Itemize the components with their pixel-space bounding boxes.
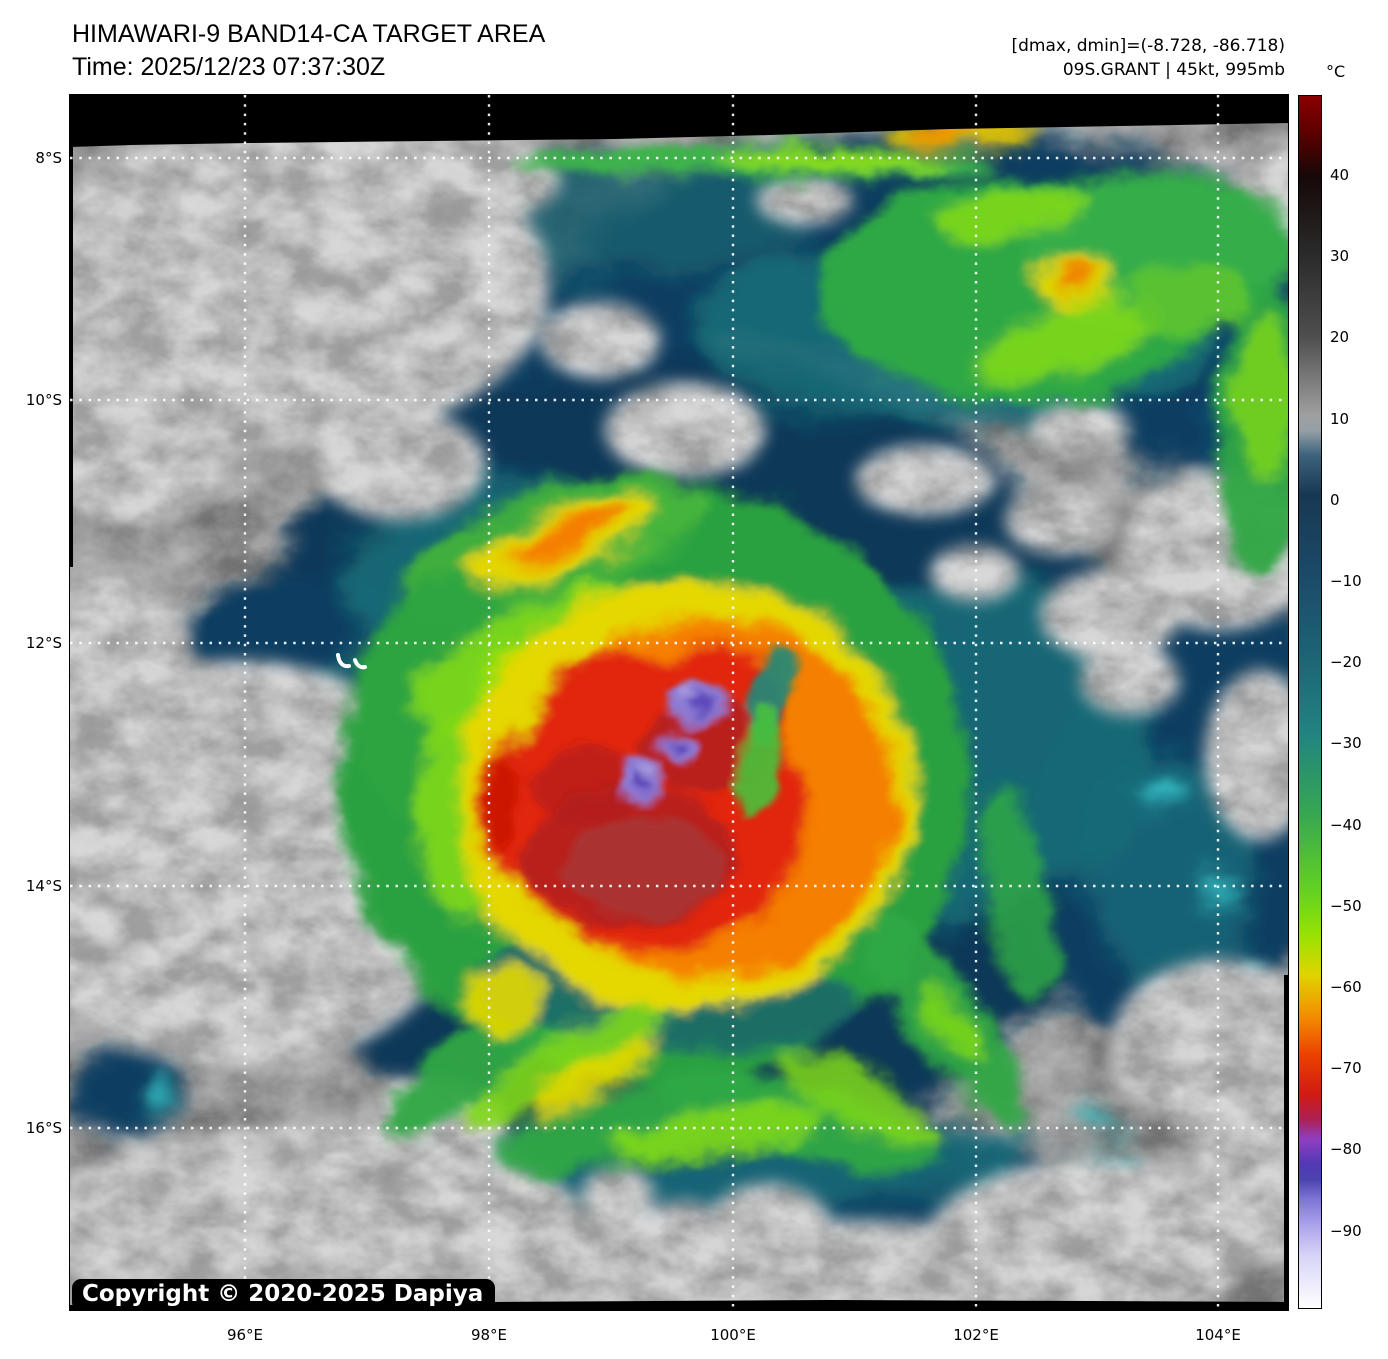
colorbar-tick: −20 <box>1330 653 1362 671</box>
storm-core-details <box>525 648 797 929</box>
longitude-tick: 98°E <box>470 1326 508 1344</box>
colorbar <box>1298 95 1322 1309</box>
latitude-tick: 12°S <box>25 634 62 652</box>
no-data-sliver-left <box>70 147 73 567</box>
latitude-tick: 16°S <box>25 1119 62 1137</box>
satellite-image-frame <box>0 94 1345 1340</box>
copyright-badge: Copyright © 2020-2025 Dapiya <box>72 1279 496 1311</box>
storm-center-marker <box>336 653 367 670</box>
colorbar-tick: −90 <box>1330 1222 1362 1240</box>
colorbar-tick: 30 <box>1330 247 1350 265</box>
colorbar-tick: −60 <box>1330 978 1362 996</box>
storm-info-annotation: 09S.GRANT | 45kt, 995mb <box>1062 60 1285 80</box>
minmax-annotation: [dmax, dmin]=(-8.728, -86.718) <box>1011 36 1286 56</box>
colorbar-tick: −10 <box>1330 572 1362 590</box>
colorbar-unit-label: °C <box>1326 62 1346 81</box>
no-data-sliver-right <box>1284 975 1288 1310</box>
figure-title: HIMAWARI-9 BAND14-CA TARGET AREA <box>72 20 546 48</box>
colorbar-tick: 0 <box>1330 491 1340 509</box>
satellite-image <box>0 95 1345 1340</box>
colorbar-tick: −40 <box>1330 816 1362 834</box>
colorbar-tick: 10 <box>1330 410 1350 428</box>
colorbar-tick: −70 <box>1330 1059 1362 1077</box>
longitude-tick: 104°E <box>1195 1326 1241 1344</box>
latitude-tick: 8°S <box>35 149 62 167</box>
colorbar-tick: −30 <box>1330 734 1362 752</box>
latitude-tick: 14°S <box>25 877 62 895</box>
colorbar-tick: 40 <box>1330 166 1350 184</box>
longitude-tick: 96°E <box>226 1326 264 1344</box>
longitude-tick: 102°E <box>953 1326 999 1344</box>
grid-lines <box>70 95 1288 1310</box>
longitude-tick: 100°E <box>710 1326 756 1344</box>
colorbar-tick: −80 <box>1330 1140 1362 1158</box>
timestamp: Time: 2025/12/23 07:37:30Z <box>72 53 386 81</box>
latitude-tick: 10°S <box>25 391 62 409</box>
colorbar-tick: 20 <box>1330 328 1350 346</box>
colorbar-tick: −50 <box>1330 897 1362 915</box>
no-data-band-top <box>70 95 1288 147</box>
